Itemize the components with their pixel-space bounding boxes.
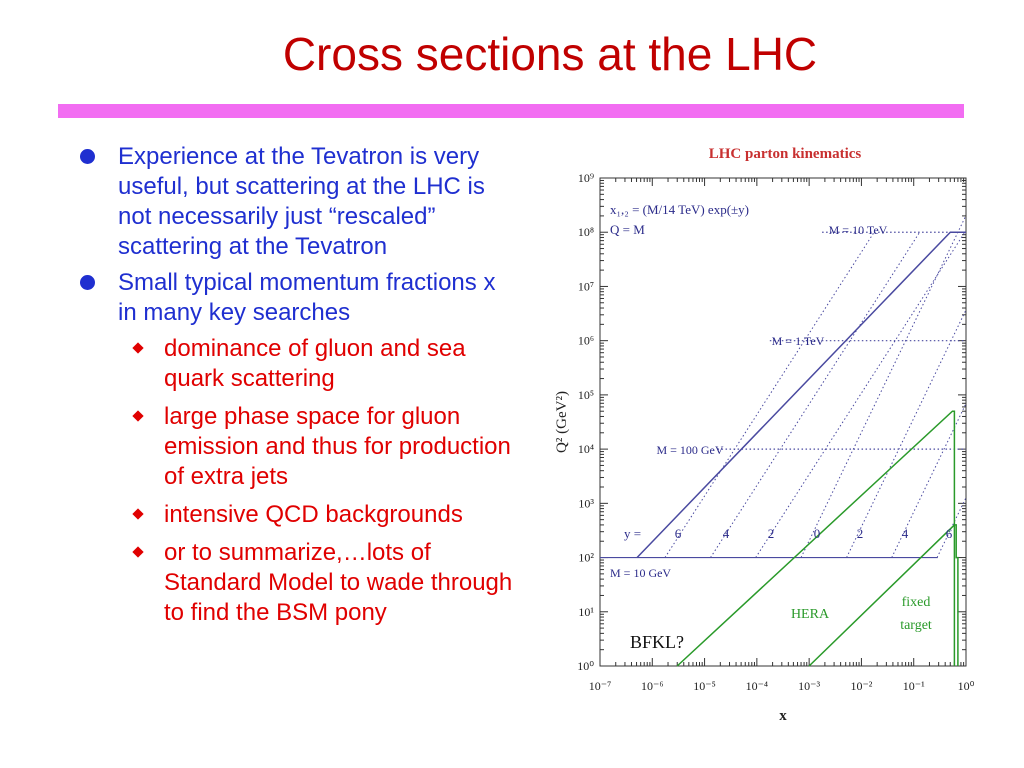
- bullet-item: Small typical momentum fractions x in ma…: [76, 268, 516, 328]
- x-tick-label: 10⁰: [958, 679, 975, 693]
- formula-line-1: x₁,₂ = (M/14 TeV) exp(±y): [610, 202, 749, 217]
- y-tick-label: 10¹: [578, 605, 594, 619]
- diamond-bullet-icon: [132, 508, 144, 520]
- mass-label: M = 100 GeV: [656, 443, 723, 457]
- mass-label: M = 1 TeV: [772, 334, 825, 348]
- bullet-dot-icon: [80, 149, 95, 164]
- rapidity-label: 4: [902, 526, 909, 541]
- series-lines: [636, 231, 966, 667]
- y-tick-label: 10²: [578, 551, 594, 565]
- sub-bullet-item: large phase space for gluon emission and…: [76, 402, 516, 492]
- rapidity-label: 0: [814, 526, 821, 541]
- title-accent-bar: [58, 104, 964, 118]
- rapidity-label: 2: [857, 526, 864, 541]
- x-tick-label: 10⁻¹: [903, 679, 925, 693]
- y-tick-label: 10⁴: [578, 442, 594, 456]
- sub-bullet-text: or to summarize,…lots of Standard Model …: [164, 539, 513, 626]
- formula-line-2: Q = M: [610, 222, 645, 237]
- diamond-bullet-icon: [132, 342, 144, 354]
- hera-label: HERA: [791, 607, 830, 622]
- axis-ticks: [599, 177, 967, 667]
- y-axis-label: Q² (GeV²): [554, 391, 570, 453]
- x-tick-label: 10⁻⁶: [641, 679, 664, 693]
- mass-label: M = 10 GeV: [610, 566, 671, 580]
- fixed-target-label-2: target: [900, 618, 932, 633]
- parton-kinematics-chart: LHC parton kinematics 10⁻⁷ 10⁻⁶ 10⁻⁵ 10⁻⁴ 10…: [528, 132, 1004, 728]
- sub-bullet-item: or to summarize,…lots of Standard Model …: [76, 538, 516, 628]
- bullet-text: Experience at the Tevatron is very usefu…: [118, 143, 485, 260]
- x-axis-label: x: [779, 708, 787, 724]
- mass-lines: [600, 231, 966, 559]
- series-line: [636, 231, 966, 559]
- mass-label: M = 10 TeV: [829, 223, 888, 237]
- series-line: [676, 410, 956, 667]
- rapidity-prefix-label: y =: [624, 526, 641, 541]
- rapidity-line: [710, 231, 921, 558]
- fixed-target-label-1: fixed: [902, 595, 931, 610]
- y-tick-label: 10⁶: [578, 334, 594, 348]
- y-tick-label: 10⁸: [578, 225, 594, 239]
- plot-frame: [599, 177, 967, 667]
- x-tick-label: 10⁻³: [798, 679, 820, 693]
- chart-svg: LHC parton kinematics 10⁻⁷ 10⁻⁶ 10⁻⁵ 10⁻⁴ 10…: [554, 146, 975, 724]
- rapidity-line: [755, 231, 966, 558]
- y-tick-label: 10⁹: [578, 171, 594, 185]
- y-tick-label: 10⁰: [577, 659, 594, 673]
- rapidity-line: [664, 231, 875, 558]
- chart-title: LHC parton kinematics: [709, 146, 862, 162]
- sub-bullet-text: dominance of gluon and sea quark scatter…: [164, 335, 466, 392]
- sub-bullet-text: intensive QCD backgrounds: [164, 501, 463, 528]
- bfkl-annotation: BFKL?: [630, 632, 684, 652]
- rapidity-label: 2: [768, 526, 775, 541]
- bullet-list: Experience at the Tevatron is very usefu…: [76, 142, 516, 636]
- bullet-text: Small typical momentum fractions x in ma…: [118, 269, 496, 326]
- sub-bullet-item: intensive QCD backgrounds: [76, 500, 516, 530]
- rapidity-line: [846, 309, 967, 558]
- rapidity-label: 4: [723, 526, 730, 541]
- y-tick-label: 10⁵: [578, 388, 594, 402]
- x-tick-label: 10⁻⁵: [693, 679, 716, 693]
- series-line: [808, 524, 959, 667]
- bullet-item: Experience at the Tevatron is very usefu…: [76, 142, 516, 262]
- rapidity-line: [891, 403, 967, 558]
- chart-labels: 10⁻⁷ 10⁻⁶ 10⁻⁵ 10⁻⁴ 10⁻³ 10⁻² 10⁻¹ 10⁰ 10⁰ 10¹ 10²…: [577, 171, 974, 693]
- y-tick-label: 10⁷: [578, 279, 594, 293]
- rapidity-label: 6: [946, 526, 953, 541]
- x-tick-label: 10⁻⁷: [589, 679, 612, 693]
- rapidity-line: [800, 215, 967, 558]
- sub-bullet-item: dominance of gluon and sea quark scatter…: [76, 334, 516, 394]
- bullet-dot-icon: [80, 275, 95, 290]
- x-tick-label: 10⁻⁴: [746, 679, 769, 693]
- sub-bullet-text: large phase space for gluon emission and…: [164, 403, 511, 490]
- y-tick-label: 10³: [578, 496, 594, 510]
- rapidity-lines: [664, 215, 967, 558]
- x-tick-label: 10⁻²: [850, 679, 872, 693]
- rapidity-label: 6: [675, 526, 682, 541]
- slide-title: Cross sections at the LHC: [282, 28, 818, 80]
- diamond-bullet-icon: [132, 546, 144, 558]
- diamond-bullet-icon: [132, 410, 144, 422]
